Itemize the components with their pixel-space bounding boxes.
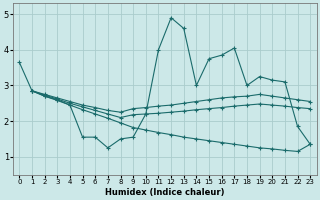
X-axis label: Humidex (Indice chaleur): Humidex (Indice chaleur)	[105, 188, 225, 197]
